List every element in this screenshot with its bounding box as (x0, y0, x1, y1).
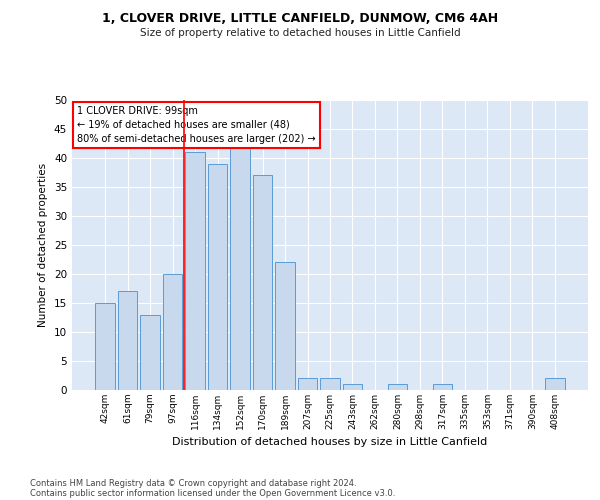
Text: Contains HM Land Registry data © Crown copyright and database right 2024.: Contains HM Land Registry data © Crown c… (30, 478, 356, 488)
Y-axis label: Number of detached properties: Number of detached properties (38, 163, 49, 327)
Bar (95, 303, 115, 390)
Text: Size of property relative to detached houses in Little Canfield: Size of property relative to detached ho… (140, 28, 460, 38)
Bar (253, 176, 272, 390)
Bar (298, 378, 317, 390)
X-axis label: Distribution of detached houses by size in Little Canfield: Distribution of detached houses by size … (172, 438, 488, 448)
Bar (388, 384, 407, 390)
Bar (230, 146, 250, 390)
Bar (185, 152, 205, 390)
Bar (118, 292, 137, 390)
Bar (343, 384, 362, 390)
Text: 1, CLOVER DRIVE, LITTLE CANFIELD, DUNMOW, CM6 4AH: 1, CLOVER DRIVE, LITTLE CANFIELD, DUNMOW… (102, 12, 498, 26)
Text: 1 CLOVER DRIVE: 99sqm
← 19% of detached houses are smaller (48)
80% of semi-deta: 1 CLOVER DRIVE: 99sqm ← 19% of detached … (77, 106, 316, 144)
Bar (163, 274, 182, 390)
Bar (320, 378, 340, 390)
Bar (545, 378, 565, 390)
Bar (140, 314, 160, 390)
Bar (208, 164, 227, 390)
Bar (433, 384, 452, 390)
Text: Contains public sector information licensed under the Open Government Licence v3: Contains public sector information licen… (30, 488, 395, 498)
Bar (275, 262, 295, 390)
